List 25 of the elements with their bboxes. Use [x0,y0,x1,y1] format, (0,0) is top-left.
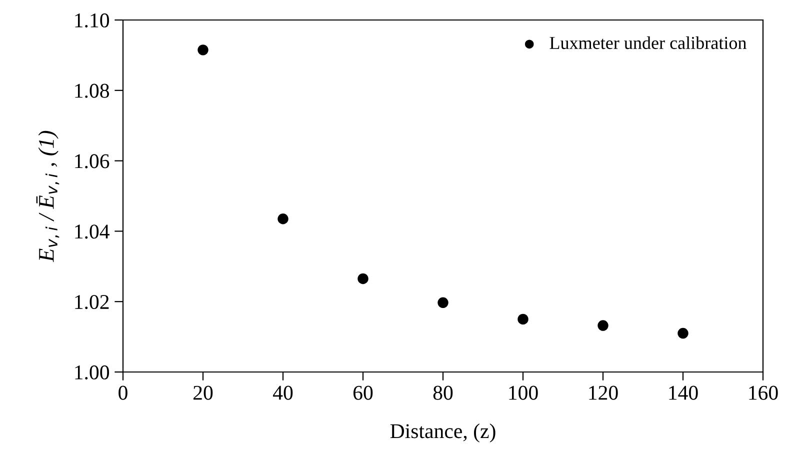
legend-label: Luxmeter under calibration [550,36,746,50]
x-tick-label: 60 [353,386,373,400]
y-tick-label: 1.04 [75,224,110,239]
point [438,297,448,308]
point [678,328,688,339]
point [598,320,608,331]
x-tick-label: 100 [509,386,538,400]
x-tick-label: 20 [194,386,213,400]
y-axis-title: E$_{v,i}$ / Ē$_{v,i}$ , (1) [36,130,60,262]
point [278,214,288,224]
x-tick-label: 160 [749,386,778,400]
y-tick-label: 1.08 [75,84,110,98]
x-tick-label: 140 [669,386,698,400]
x-tick-label: 120 [589,386,618,400]
y-tick-label: 1.00 [75,365,110,380]
point [358,273,368,284]
y-tick-label: 1.10 [75,13,110,28]
point [518,314,528,325]
x-tick-label: 80 [433,386,453,400]
x-tick-label: 40 [272,386,293,400]
y-tick-label: 1.02 [75,294,109,310]
point [198,44,208,56]
y-tick-label: 1.06 [75,154,110,168]
x-tick-label: 0 [118,386,128,400]
x-axis-title: Distance, (z) [390,424,496,442]
